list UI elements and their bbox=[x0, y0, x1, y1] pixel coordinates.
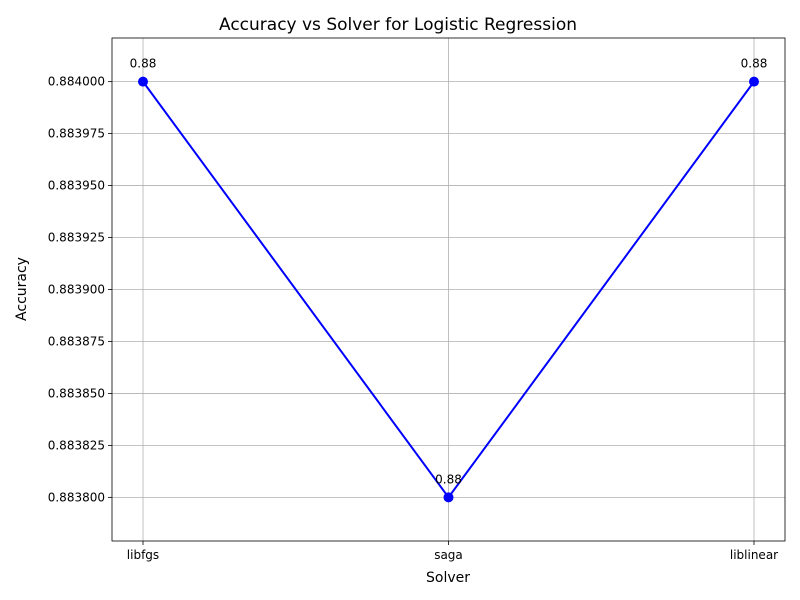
series-layer bbox=[138, 76, 759, 503]
y-tick-label: 0.883800 bbox=[48, 490, 105, 504]
y-tick-label: 0.884000 bbox=[48, 75, 105, 89]
tick-layer: libfgs saga liblinear 0.883800 0.883825 0.883… bbox=[48, 75, 778, 562]
data-point bbox=[749, 76, 759, 87]
data-label: 0.88 bbox=[741, 57, 768, 71]
y-tick-label: 0.883850 bbox=[48, 386, 105, 400]
data-label: 0.88 bbox=[435, 472, 462, 486]
y-tick-label: 0.883975 bbox=[48, 127, 105, 141]
y-axis-label: Accuracy bbox=[14, 257, 30, 321]
data-point bbox=[443, 492, 454, 503]
y-tick-label: 0.883875 bbox=[48, 334, 105, 348]
data-label: 0.88 bbox=[130, 57, 157, 71]
grid-layer bbox=[112, 38, 785, 541]
data-point bbox=[138, 76, 148, 87]
plot-frame bbox=[111, 37, 786, 542]
x-axis-label: Solver bbox=[426, 570, 470, 586]
x-tick-label: saga bbox=[434, 548, 463, 562]
y-tick-label: 0.883950 bbox=[48, 179, 105, 193]
data-label-layer: 0.88 0.88 0.88 bbox=[130, 57, 768, 487]
chart-title: Accuracy vs Solver for Logistic Regressi… bbox=[219, 15, 577, 35]
y-tick-label: 0.883900 bbox=[48, 283, 105, 297]
y-tick-label: 0.883825 bbox=[48, 438, 105, 452]
x-tick-label: liblinear bbox=[730, 548, 778, 562]
y-tick-label: 0.883925 bbox=[48, 231, 105, 245]
x-tick-label: libfgs bbox=[127, 548, 159, 562]
